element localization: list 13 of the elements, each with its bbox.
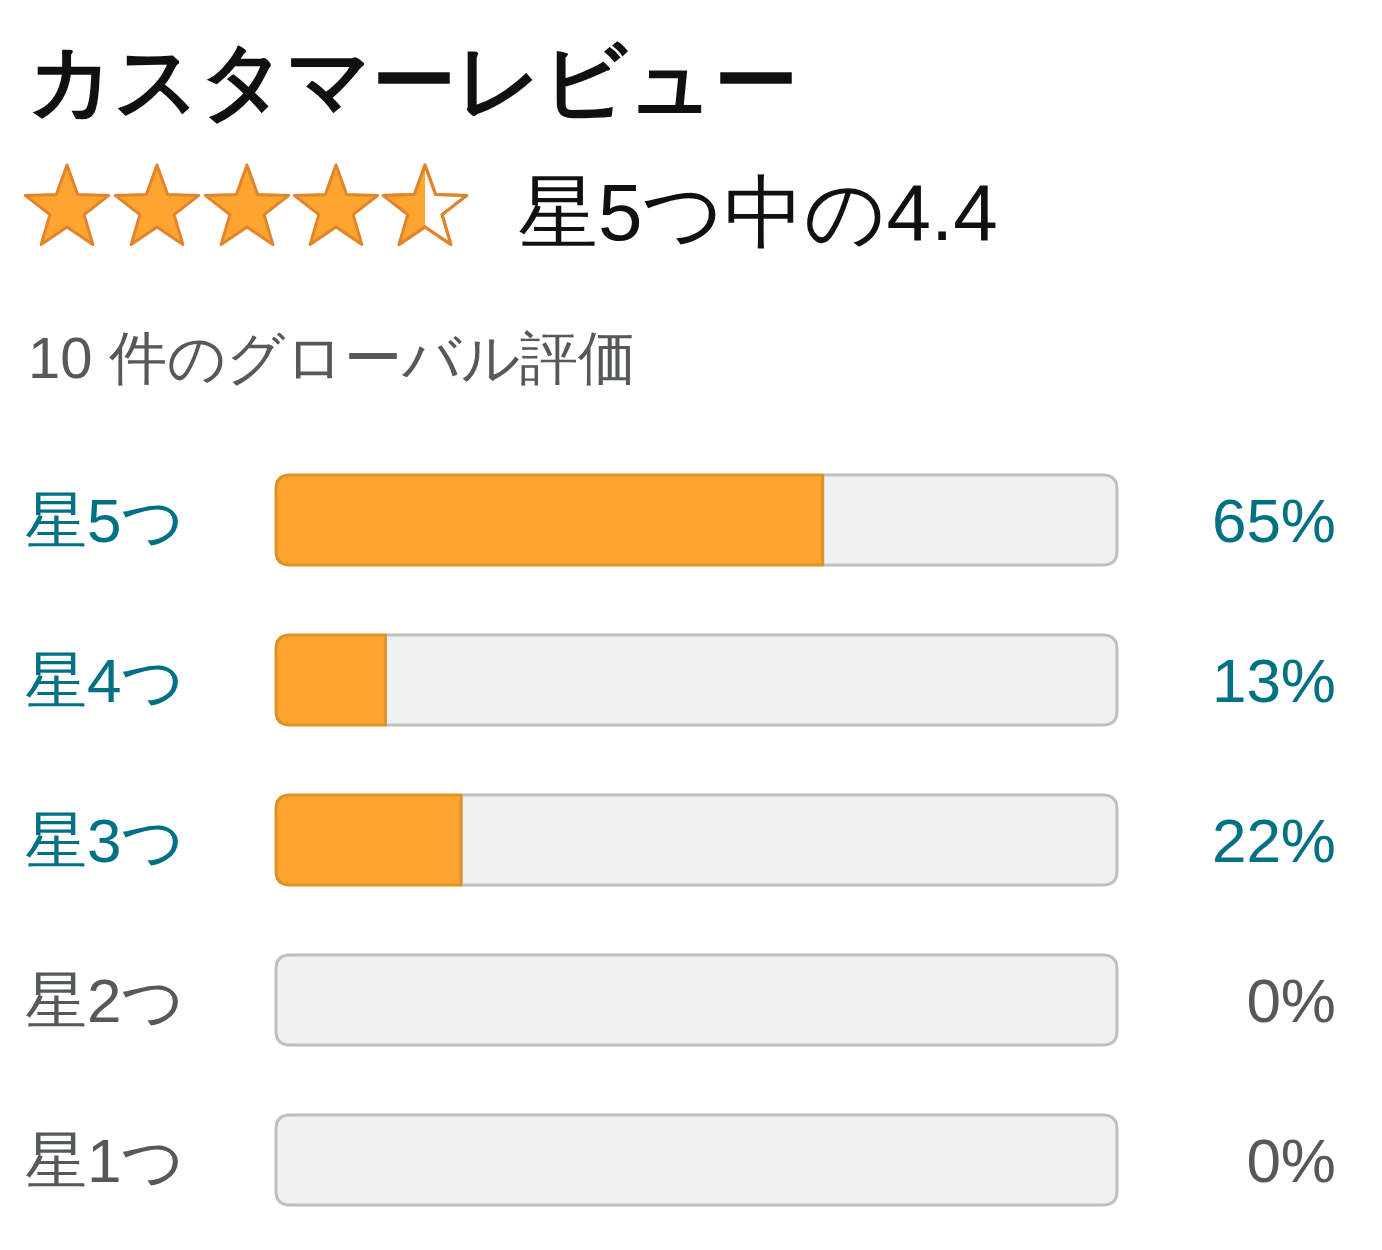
category-label: 星1つ [25,1126,185,1195]
subtitle: 星5つ中の4.4 [518,168,998,257]
value-label: 0% [1246,966,1336,1035]
value-label: 13% [1211,646,1336,715]
value-label: 65% [1211,486,1336,555]
title: カスタマーレビュー [28,34,798,128]
value-label: 0% [1246,1126,1336,1195]
annotation: 10 件のグローバル評価 [28,325,636,390]
category-label: 星4つ [25,646,185,715]
category-label: 星3つ [25,806,185,875]
category-label: 星5つ [25,486,185,555]
value-label: 22% [1211,806,1336,875]
category-label: 星2つ [25,966,185,1035]
